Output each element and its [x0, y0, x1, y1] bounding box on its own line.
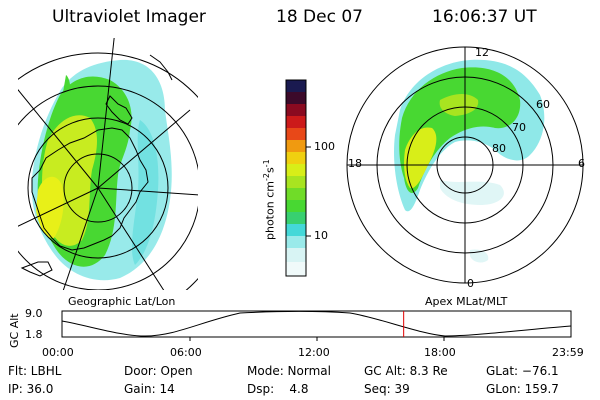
altitude-curve [61, 311, 572, 337]
color-scale-bar [285, 79, 311, 277]
magnetic-polar-plot [346, 46, 584, 284]
ip-status: IP: 36.0 [8, 382, 54, 396]
time-tick-0000: 00:00 [42, 346, 74, 359]
mlt-label-noon: 12 [475, 46, 489, 59]
latitude-circles [18, 52, 198, 290]
mlt-label-dusk: 18 [348, 157, 362, 170]
time-tick-2359: 23:59 [552, 346, 584, 359]
mlt-label-dawn: 6 [578, 157, 585, 170]
geographic-longitude: GLon: 159.7 [486, 382, 559, 396]
colorbar-unit-label: photon cm-2s-1 [262, 159, 277, 240]
altitude-tick-min: 1.8 [25, 328, 43, 341]
geographic-panel-label: Geographic Lat/Lon [68, 295, 176, 308]
instrument-title: Ultraviolet Imager [52, 7, 206, 27]
geographic-latitude: GLat: −76.1 [486, 364, 559, 378]
time-tick-1800: 18:00 [424, 346, 456, 359]
observation-date: 18 Dec 07 [276, 7, 363, 27]
geographic-map [18, 38, 198, 290]
sequence-number: Seq: 39 [364, 382, 410, 396]
gain-status: Gain: 14 [124, 382, 175, 396]
altitude-tick-max: 9.0 [25, 307, 43, 320]
altitude-plot [61, 310, 572, 341]
gc-altitude-status: GC Alt: 8.3 Re [364, 364, 448, 378]
colorbar-tick-10: 10 [314, 229, 328, 242]
aurora-image-magnetic [394, 59, 545, 263]
mlat-label-80: 80 [492, 142, 506, 155]
observation-time: 16:06:37 UT [432, 7, 537, 27]
colorbar-tick-100: 100 [314, 140, 335, 153]
coastline [31, 127, 149, 251]
mlt-label-midnight: 0 [467, 277, 474, 290]
meridian-lines [18, 38, 198, 290]
mlat-label-60: 60 [536, 98, 550, 111]
filter-status: Flt: LBHL [8, 364, 62, 378]
door-status: Door: Open [124, 364, 193, 378]
dsp-status: Dsp: 4.8 [247, 382, 309, 396]
time-tick-1200: 12:00 [298, 346, 330, 359]
aurora-image-geographic [31, 59, 172, 281]
altitude-axis-label: GC Alt [8, 313, 21, 348]
mlat-label-70: 70 [512, 121, 526, 134]
time-tick-0600: 06:00 [170, 346, 202, 359]
mode-status: Mode: Normal [247, 364, 331, 378]
magnetic-panel-label: Apex MLat/MLT [425, 295, 508, 308]
